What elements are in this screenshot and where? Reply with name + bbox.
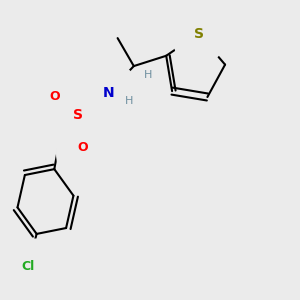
Text: S: S <box>194 27 203 41</box>
Text: S: S <box>74 108 82 122</box>
Text: H: H <box>124 96 133 106</box>
Text: S: S <box>73 108 83 122</box>
Text: H: H <box>144 70 152 80</box>
Text: N: N <box>103 85 115 100</box>
Text: O: O <box>77 141 88 154</box>
Text: Cl: Cl <box>21 260 34 273</box>
Text: S: S <box>194 27 204 41</box>
Text: O: O <box>49 91 60 103</box>
Text: N: N <box>103 85 114 100</box>
Text: O: O <box>77 140 88 154</box>
Text: Cl: Cl <box>21 259 34 273</box>
Text: O: O <box>49 90 60 104</box>
